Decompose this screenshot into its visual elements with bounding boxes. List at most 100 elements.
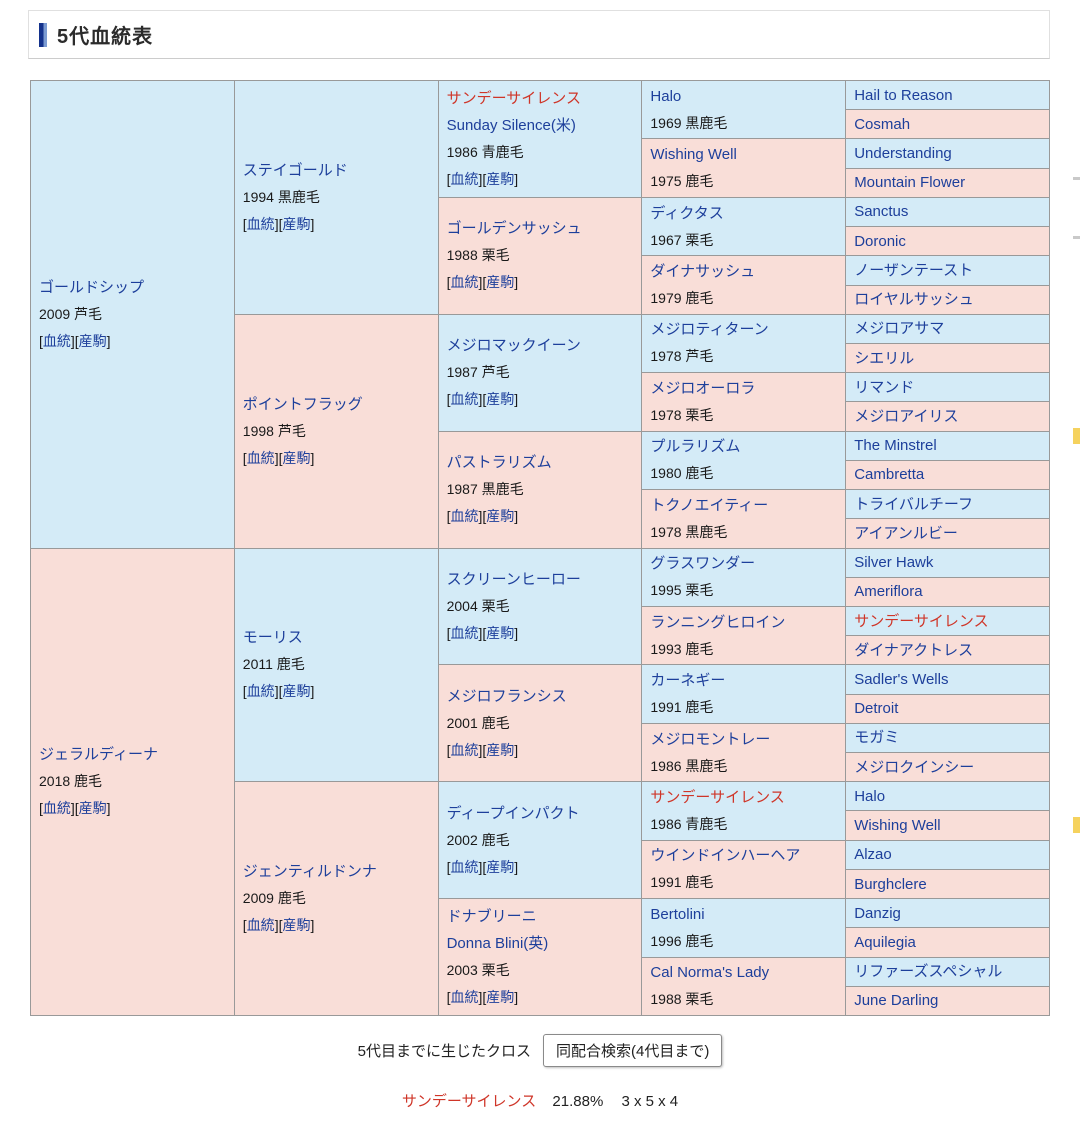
- horse-link[interactable]: モガミ: [854, 729, 900, 747]
- horse-link[interactable]: シエリル: [854, 349, 915, 367]
- horse-link[interactable]: Alzao: [854, 846, 892, 864]
- horse-link[interactable]: ノーザンテースト: [854, 261, 974, 279]
- pedigree-cell: ジェラルディーナ 2018 鹿毛 [血統][産駒]: [31, 548, 235, 1016]
- horse-link[interactable]: プルラリズム: [650, 438, 741, 456]
- horse-link[interactable]: Hail to Reason: [854, 86, 953, 104]
- horse-link[interactable]: Cambretta: [854, 466, 925, 484]
- blood-link[interactable]: 血統: [246, 917, 275, 934]
- horse-link[interactable]: Wishing Well: [650, 146, 737, 164]
- horse-link[interactable]: ゴールドシップ: [39, 278, 145, 296]
- horse-link-en[interactable]: Sunday Silence(米): [446, 116, 576, 134]
- horse-link[interactable]: ディクタス: [650, 204, 724, 222]
- horse-link[interactable]: モーリス: [242, 629, 303, 647]
- horse-link[interactable]: Understanding: [854, 145, 952, 163]
- horse-link[interactable]: メジロマックイーン: [446, 337, 581, 355]
- horse-link[interactable]: リファーズスペシャル: [854, 963, 1003, 981]
- horse-link[interactable]: Sanctus: [854, 203, 909, 221]
- horse-link[interactable]: ランニングヒロイン: [650, 613, 786, 631]
- blood-link[interactable]: 血統: [42, 332, 71, 349]
- horse-link[interactable]: サンデーサイレンス: [446, 89, 581, 107]
- offspring-link[interactable]: 産駒: [486, 170, 515, 187]
- blood-link[interactable]: 血統: [450, 170, 479, 187]
- horse-link[interactable]: Silver Hawk: [854, 554, 934, 572]
- pedigree-cell: シエリル: [846, 343, 1050, 374]
- blood-link[interactable]: 血統: [450, 741, 479, 758]
- horse-link[interactable]: Doronic: [854, 232, 906, 250]
- horse-link[interactable]: June Darling: [854, 992, 939, 1010]
- offspring-link[interactable]: 産駒: [486, 508, 515, 525]
- horse-link[interactable]: メジロアイリス: [854, 408, 959, 426]
- horse-link[interactable]: Cosmah: [854, 115, 911, 133]
- horse-year-coat: 2009 芦毛: [39, 305, 103, 322]
- blood-link[interactable]: 血統: [42, 800, 71, 817]
- same-mating-search-button[interactable]: 同配合検索(4代目まで): [543, 1033, 723, 1067]
- horse-link[interactable]: Halo: [650, 87, 682, 105]
- horse-link[interactable]: Wishing Well: [854, 817, 941, 835]
- offspring-link[interactable]: 産駒: [282, 917, 311, 934]
- horse-link[interactable]: ディープインパクト: [446, 804, 580, 822]
- blood-link[interactable]: 血統: [246, 683, 275, 700]
- horse-link[interactable]: グラスワンダー: [650, 555, 756, 573]
- horse-link[interactable]: Sadler's Wells: [854, 670, 949, 688]
- horse-link[interactable]: リマンド: [854, 378, 915, 396]
- blood-link[interactable]: 血統: [450, 624, 479, 641]
- horse-link[interactable]: Bertolini: [650, 905, 705, 923]
- horse-link[interactable]: トクノエイティー: [650, 496, 769, 514]
- horse-link[interactable]: Cal Norma's Lady: [650, 964, 770, 982]
- horse-link[interactable]: ウインドインハーヘア: [650, 847, 801, 865]
- blood-link[interactable]: 血統: [450, 508, 479, 525]
- blood-link[interactable]: 血統: [450, 391, 479, 408]
- horse-link[interactable]: スクリーンヒーロー: [446, 570, 581, 588]
- offspring-link[interactable]: 産駒: [282, 215, 311, 232]
- horse-link[interactable]: サンデーサイレンス: [650, 788, 785, 806]
- horse-link[interactable]: トライバルチーフ: [854, 495, 973, 513]
- horse-link[interactable]: Ameriflora: [854, 583, 923, 601]
- pedigree-cell: Wishing Well: [846, 811, 1050, 841]
- horse-link[interactable]: ジェンティルドンナ: [242, 863, 377, 881]
- horse-link[interactable]: カーネギー: [650, 672, 726, 690]
- offspring-link[interactable]: 産駒: [486, 858, 515, 875]
- horse-year-coat: 1993 鹿毛: [650, 640, 714, 657]
- offspring-link[interactable]: 産駒: [282, 683, 311, 700]
- horse-link[interactable]: Halo: [854, 787, 886, 805]
- horse-link[interactable]: メジロティターン: [650, 321, 769, 339]
- horse-link[interactable]: ロイヤルサッシュ: [854, 291, 974, 309]
- blood-link[interactable]: 血統: [450, 274, 479, 291]
- offspring-link[interactable]: 産駒: [486, 624, 515, 641]
- offspring-link[interactable]: 産駒: [486, 274, 515, 291]
- horse-link[interactable]: メジロフランシス: [446, 687, 567, 705]
- horse-link[interactable]: Aquilegia: [854, 933, 916, 951]
- horse-link[interactable]: ダイナアクトレス: [854, 641, 974, 659]
- offspring-link[interactable]: 産駒: [78, 800, 107, 817]
- blood-link[interactable]: 血統: [450, 989, 479, 1006]
- horse-link[interactable]: メジロオーロラ: [650, 379, 756, 397]
- horse-link[interactable]: ドナブリーニ: [446, 908, 537, 926]
- blood-link[interactable]: 血統: [246, 215, 275, 232]
- horse-link[interactable]: ステイゴールド: [242, 161, 348, 179]
- horse-link-en[interactable]: Donna Blini(英): [446, 935, 549, 953]
- horse-link[interactable]: パストラリズム: [446, 454, 552, 472]
- horse-link[interactable]: The Minstrel: [854, 437, 937, 455]
- offspring-link[interactable]: 産駒: [486, 391, 515, 408]
- horse-link[interactable]: ゴールデンサッシュ: [446, 220, 582, 238]
- offspring-link[interactable]: 産駒: [282, 449, 311, 466]
- horse-link[interactable]: サンデーサイレンス: [854, 612, 989, 630]
- horse-link[interactable]: Detroit: [854, 700, 899, 718]
- blood-link[interactable]: 血統: [450, 858, 479, 875]
- horse-link[interactable]: メジロモントレー: [650, 730, 771, 748]
- horse-link[interactable]: メジロアサマ: [854, 320, 945, 338]
- blood-link[interactable]: 血統: [246, 449, 275, 466]
- horse-link[interactable]: Burghclere: [854, 875, 927, 893]
- horse-link[interactable]: アイアンルビー: [854, 524, 958, 542]
- offspring-link[interactable]: 産駒: [486, 989, 515, 1006]
- pedigree-cell: Ameriflora: [846, 577, 1050, 607]
- pedigree-cell: トライバルチーフ: [846, 490, 1050, 520]
- horse-link[interactable]: ポイントフラッグ: [242, 395, 363, 413]
- horse-link[interactable]: Danzig: [854, 904, 901, 922]
- horse-link[interactable]: メジロクインシー: [854, 758, 975, 776]
- offspring-link[interactable]: 産駒: [78, 332, 107, 349]
- horse-link[interactable]: ジェラルディーナ: [39, 746, 158, 764]
- horse-link[interactable]: Mountain Flower: [854, 174, 966, 192]
- offspring-link[interactable]: 産駒: [486, 741, 515, 758]
- horse-link[interactable]: ダイナサッシュ: [650, 263, 756, 281]
